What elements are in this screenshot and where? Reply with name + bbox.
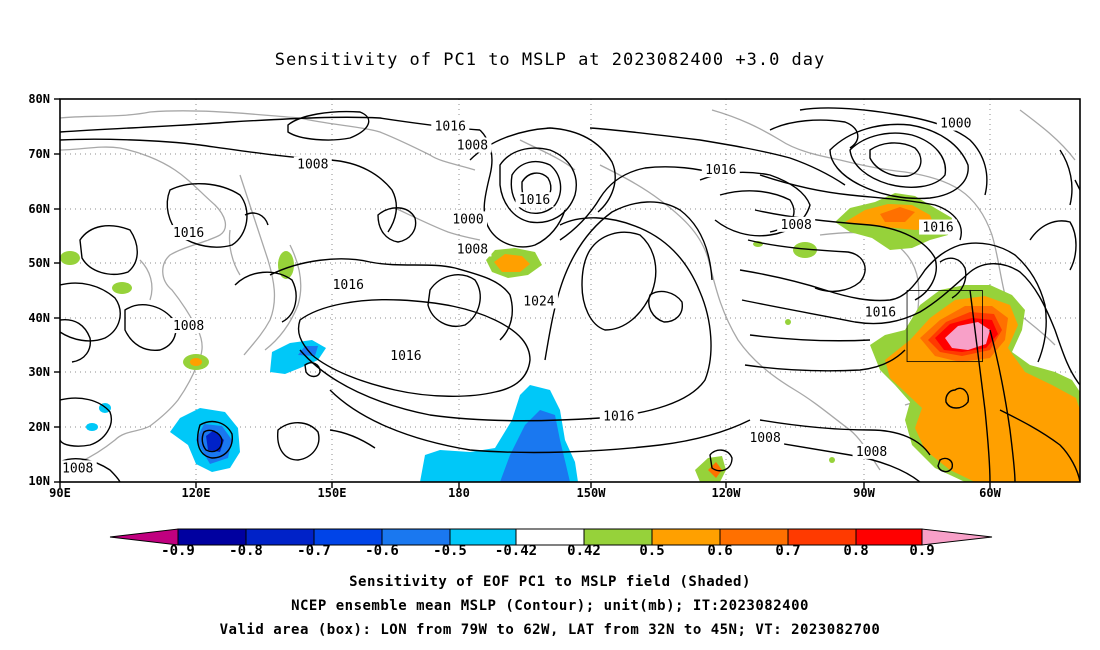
contour-label: 1016 xyxy=(173,226,204,241)
contour-label: 1008 xyxy=(62,461,93,476)
contour-labels: 1016 1008 1000 1016 1008 1024 1016 1016 1016 1008… xyxy=(58,115,975,476)
contour-label: 1016 xyxy=(390,349,421,364)
contour-label-background xyxy=(701,162,740,178)
lon-label-60w: 60W xyxy=(979,486,1001,500)
contour-label-background xyxy=(329,277,368,293)
mslp-contours xyxy=(60,107,1080,482)
lon-label-90w: 90W xyxy=(853,486,875,500)
lat-label-40n: 40N xyxy=(28,311,50,325)
colorbar-tick-label: 0.7 xyxy=(775,543,801,559)
contour-label: 1008 xyxy=(781,218,812,233)
lon-label-150e: 150E xyxy=(317,486,347,500)
contour-label-background xyxy=(852,443,891,459)
axis-ticks xyxy=(54,98,991,488)
contour-label: 1008 xyxy=(749,431,780,446)
contour-label-background xyxy=(453,137,492,153)
lon-label-120w: 120W xyxy=(711,486,741,500)
lon-label-180: 180 xyxy=(448,486,470,500)
colorbar-tick-label: 0.6 xyxy=(707,543,733,559)
contour-label-background xyxy=(169,225,208,241)
contour-label-background xyxy=(519,293,558,309)
map-title: Sensitivity of PC1 to MSLP at 2023082400… xyxy=(274,50,826,70)
caption-line-1: Sensitivity of EOF PC1 to MSLP field (Sh… xyxy=(349,574,751,590)
negative-region-philippine-sea xyxy=(270,340,326,374)
contour-label-background xyxy=(919,219,958,235)
lat-label-30n: 30N xyxy=(28,365,50,379)
colorbar-tick-label: 0.42 xyxy=(567,543,601,559)
colorbar-tick-label: -0.42 xyxy=(494,543,538,559)
contour-label-background xyxy=(293,156,332,172)
contour-label: 1008 xyxy=(173,319,204,334)
contour-label-background xyxy=(599,408,638,424)
map-frame xyxy=(59,98,1081,483)
lat-label-20n: 20N xyxy=(28,420,50,434)
negative-core-pacific xyxy=(500,410,570,482)
sensitivity-shading xyxy=(60,193,1080,482)
colorbar-tick-label: 0.5 xyxy=(639,543,665,559)
contour-label-background xyxy=(515,192,554,208)
contour-label: 1008 xyxy=(856,445,887,460)
contour-label-background xyxy=(936,115,975,131)
contour-label: 1008 xyxy=(457,242,488,257)
valid-area-box xyxy=(906,290,983,363)
lon-label-90e: 90E xyxy=(49,486,71,500)
contour-label-background xyxy=(169,318,208,334)
contour-label-background xyxy=(746,430,785,446)
lat-label-70n: 70N xyxy=(28,147,50,161)
contour-label-background xyxy=(58,460,97,476)
contour-label: 1016 xyxy=(519,193,550,208)
contour-label: 1016 xyxy=(705,163,736,178)
lat-label-50n: 50N xyxy=(28,256,50,270)
colorbar-tick-label: 0.8 xyxy=(843,543,869,559)
colorbar-tick-label: 0.9 xyxy=(909,543,935,559)
colorbar-tick-label: -0.6 xyxy=(365,543,399,559)
contour-label-background xyxy=(453,241,492,257)
contour-label: 1016 xyxy=(435,119,466,134)
colorbar xyxy=(109,528,993,546)
lat-label-80n: 80N xyxy=(28,92,50,106)
positive-max-core xyxy=(945,322,990,350)
contour-label: 1016 xyxy=(865,305,896,320)
contour-label: 1008 xyxy=(297,158,328,173)
lon-label-120e: 120E xyxy=(181,486,211,500)
contour-label: 1016 xyxy=(922,221,953,236)
contour-label-background xyxy=(431,118,470,134)
colorbar-tick-label: -0.5 xyxy=(433,543,467,559)
contour-label: 1016 xyxy=(603,409,634,424)
contour-label: 1024 xyxy=(523,294,554,309)
colorbar-tick-label: -0.8 xyxy=(229,543,263,559)
lat-label-10n: 10N xyxy=(28,474,50,488)
contour-label-background xyxy=(386,348,425,364)
contour-label: 1008 xyxy=(457,139,488,154)
contour-label: 1000 xyxy=(452,212,483,227)
contour-label-background xyxy=(861,304,900,320)
lat-label-60n: 60N xyxy=(28,202,50,216)
contour-label-background xyxy=(449,211,487,227)
colorbar-tick-label: -0.9 xyxy=(161,543,195,559)
caption-line-2: NCEP ensemble mean MSLP (Contour); unit(… xyxy=(291,598,809,614)
lon-label-150w: 150W xyxy=(576,486,606,500)
contour-label: 1016 xyxy=(333,278,364,293)
colorbar-tick-label: -0.7 xyxy=(297,543,331,559)
contour-label-background xyxy=(777,216,816,232)
colorbar-segment-above-09 xyxy=(921,528,993,546)
caption-line-3: Valid area (box): LON from 79W to 62W, L… xyxy=(219,622,881,638)
contour-label: 1000 xyxy=(940,117,971,132)
